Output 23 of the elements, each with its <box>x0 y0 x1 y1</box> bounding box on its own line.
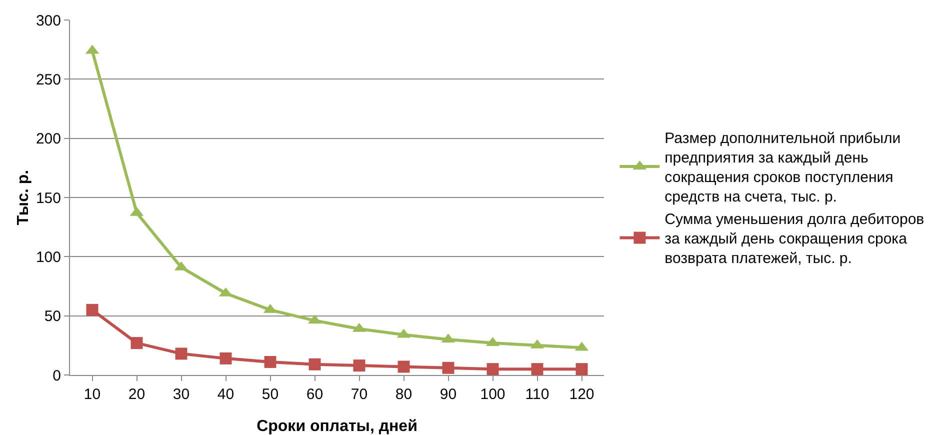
x-tick-label: 90 <box>440 386 457 403</box>
y-tick-label: 150 <box>36 190 61 207</box>
x-tick-label: 20 <box>128 386 146 403</box>
x-tick-label: 10 <box>84 386 101 403</box>
x-tick-label: 120 <box>569 386 594 403</box>
y-tick-label: 300 <box>36 12 61 30</box>
legend-label: Размер дополнительной прибыли предприятия за каждый день сокращения сроков поступления средств на счета, тыс. р. <box>664 130 901 206</box>
y-tick-label: 0 <box>52 367 61 384</box>
x-tick-label: 70 <box>350 386 368 403</box>
x-tick-label: 30 <box>172 386 190 403</box>
y-tick-label: 250 <box>36 71 61 88</box>
x-tick-label: 100 <box>480 386 506 403</box>
y-tick-label: 100 <box>36 248 61 266</box>
y-tick-label: 200 <box>36 130 61 148</box>
legend-label: Сумма уменьшения долга дебиторов за каждый день сокращения срока возврата платежей, тыс. р. <box>664 211 924 268</box>
x-tick-label: 40 <box>217 386 234 403</box>
y-tick-label: 50 <box>44 308 61 326</box>
x-tick-label: 60 <box>306 386 324 403</box>
x-tick-label: 110 <box>525 386 550 403</box>
x-tick-label: 50 <box>262 386 279 403</box>
x-tick-label: 80 <box>395 386 412 403</box>
y-axis-title: Тыс. р. <box>15 170 32 226</box>
x-axis-title: Сроки оплаты, дней <box>256 418 418 435</box>
